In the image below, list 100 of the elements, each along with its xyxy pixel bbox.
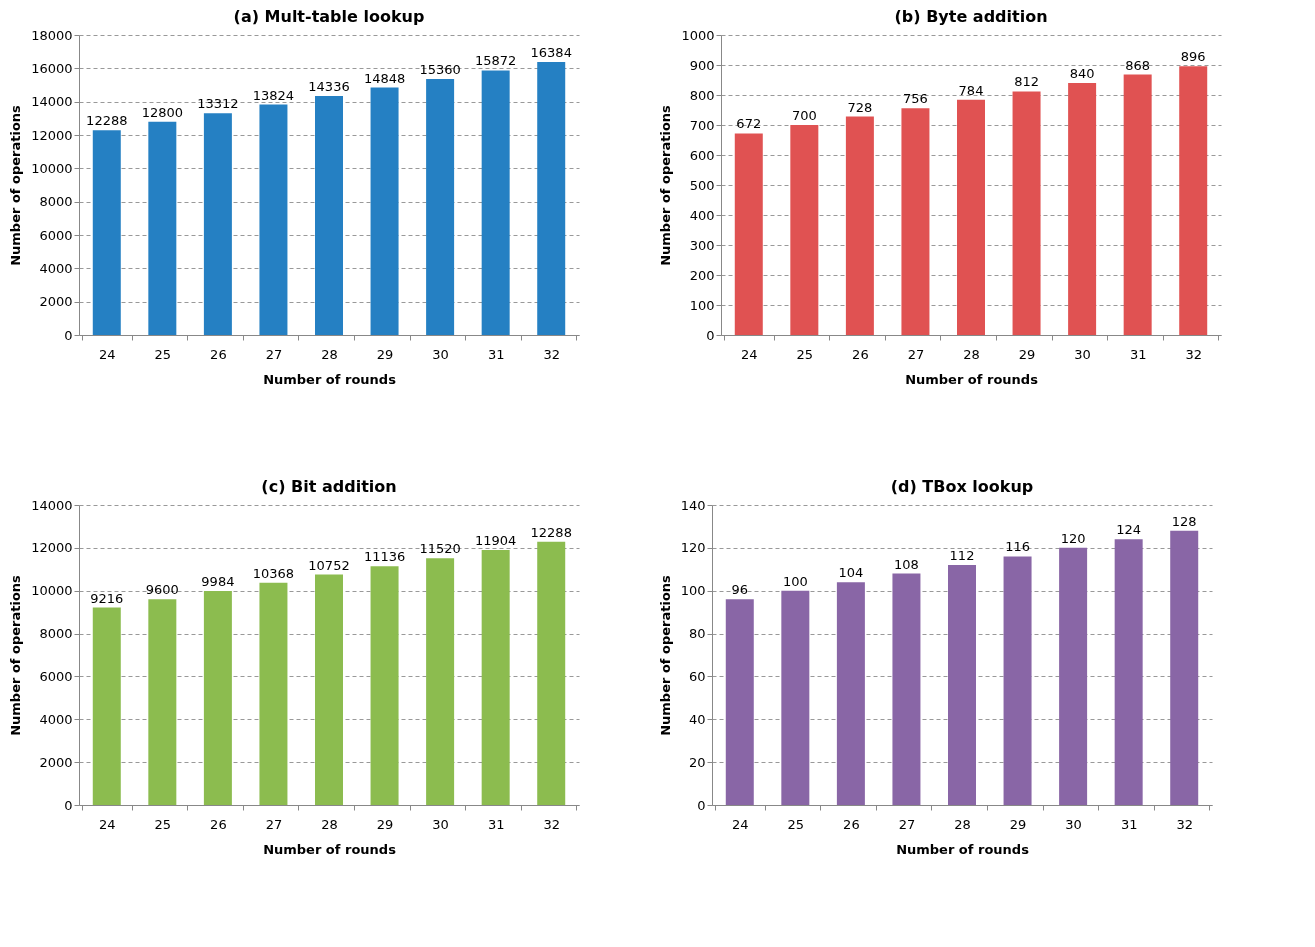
x-axis-title: Number of rounds	[263, 371, 397, 387]
data-label: 840	[1069, 66, 1095, 81]
data-label: 896	[1180, 49, 1206, 65]
data-label: 812	[1014, 74, 1039, 90]
x-tick-label: 30	[1074, 346, 1091, 362]
data-label: 16384	[530, 44, 572, 60]
y-tick-label: 600	[689, 147, 715, 163]
x-tick-label: 31	[487, 346, 505, 362]
bar	[481, 70, 510, 335]
data-label: 11520	[419, 541, 461, 557]
y-tick-label: 80	[688, 626, 706, 642]
chart-title: (a) Mult-table lookup	[233, 7, 425, 26]
bar	[148, 599, 177, 805]
y-tick-label: 10000	[31, 583, 73, 599]
x-tick-label: 26	[852, 346, 869, 362]
y-tick-label: 16000	[31, 60, 73, 76]
bar	[845, 116, 874, 335]
y-tick-label: 10000	[31, 160, 73, 176]
y-tick-label: 12000	[31, 540, 73, 556]
y-tick-label: 0	[706, 327, 715, 343]
bar	[892, 573, 921, 805]
data-label: 12288	[86, 113, 128, 129]
x-tick-label: 26	[210, 346, 227, 362]
data-label: 116	[1005, 539, 1030, 555]
x-tick-label: 30	[432, 346, 449, 362]
x-tick-label: 32	[543, 816, 560, 832]
x-tick-label: 29	[376, 346, 394, 362]
data-label: 11904	[474, 532, 517, 548]
data-label: 700	[791, 108, 817, 123]
bar	[1012, 91, 1041, 335]
y-tick-label: 6000	[39, 668, 73, 684]
y-tick-label: 140	[680, 497, 706, 513]
bar	[426, 79, 455, 335]
y-tick-label: 8000	[39, 626, 73, 642]
chart-title: (b) Byte addition	[894, 7, 1048, 26]
x-tick-label: 28	[963, 346, 980, 362]
data-label: 12288	[530, 524, 572, 540]
data-label: 784	[958, 82, 984, 98]
x-tick-label: 31	[487, 816, 505, 832]
y-tick-label: 200	[689, 267, 715, 283]
y-tick-label: 100	[689, 297, 715, 313]
x-tick-label: 27	[265, 346, 283, 362]
y-tick-label: 0	[64, 797, 73, 813]
y-tick-label: 12000	[31, 127, 73, 143]
bar	[537, 541, 566, 805]
y-tick-label: 4000	[39, 711, 73, 727]
y-tick-label: 1000	[681, 27, 715, 43]
y-tick-label: 120	[680, 540, 706, 556]
bar	[92, 130, 121, 335]
x-tick-label: 24	[741, 346, 758, 362]
y-tick-label: 4000	[39, 260, 73, 276]
x-tick-label: 32	[1185, 346, 1202, 362]
y-tick-label: 500	[689, 177, 715, 193]
bar	[203, 591, 232, 805]
bar	[957, 99, 985, 335]
y-tick-label: 60	[688, 668, 706, 684]
data-label: 756	[903, 91, 928, 107]
data-label: 96	[731, 582, 749, 598]
chart-title: (c) Bit addition	[261, 477, 397, 496]
x-tick-label: 24	[732, 816, 749, 832]
data-label: 13824	[252, 87, 295, 103]
y-tick-label: 0	[697, 797, 706, 813]
bar	[370, 566, 399, 805]
data-label: 15360	[419, 62, 461, 77]
data-label: 13312	[197, 96, 239, 112]
y-axis-title: Number of operations	[658, 104, 674, 266]
x-tick-label: 28	[321, 816, 338, 832]
data-label: 10368	[252, 565, 295, 581]
x-tick-label: 24	[99, 346, 116, 362]
data-label: 128	[1171, 513, 1197, 529]
bar	[1059, 547, 1088, 805]
bar	[901, 108, 930, 335]
bar	[315, 574, 343, 805]
bar	[1003, 556, 1032, 805]
y-axis-title: Number of operations	[8, 104, 24, 266]
bar	[426, 558, 455, 805]
data-label: 12800	[141, 104, 184, 120]
bar	[259, 104, 288, 335]
bar	[790, 125, 819, 335]
y-axis-title: Number of operations	[8, 574, 24, 736]
x-axis-title: Number of rounds	[896, 841, 1030, 857]
data-label: 9600	[145, 582, 179, 598]
y-tick-label: 14000	[31, 497, 73, 513]
bar	[948, 565, 976, 805]
y-tick-label: 0	[64, 327, 73, 343]
data-label: 10752	[308, 557, 350, 573]
y-tick-label: 800	[689, 87, 715, 103]
bar	[259, 582, 288, 805]
x-tick-label: 26	[843, 816, 860, 832]
bar	[725, 599, 754, 805]
bar	[781, 590, 810, 805]
y-tick-label: 2000	[39, 754, 73, 770]
bar	[315, 96, 343, 335]
y-tick-label: 900	[689, 57, 715, 73]
data-label: 108	[894, 556, 919, 572]
x-tick-label: 29	[376, 816, 394, 832]
data-label: 868	[1125, 57, 1151, 73]
bar	[148, 121, 177, 335]
x-tick-label: 25	[154, 346, 172, 362]
data-label: 14848	[363, 70, 406, 86]
